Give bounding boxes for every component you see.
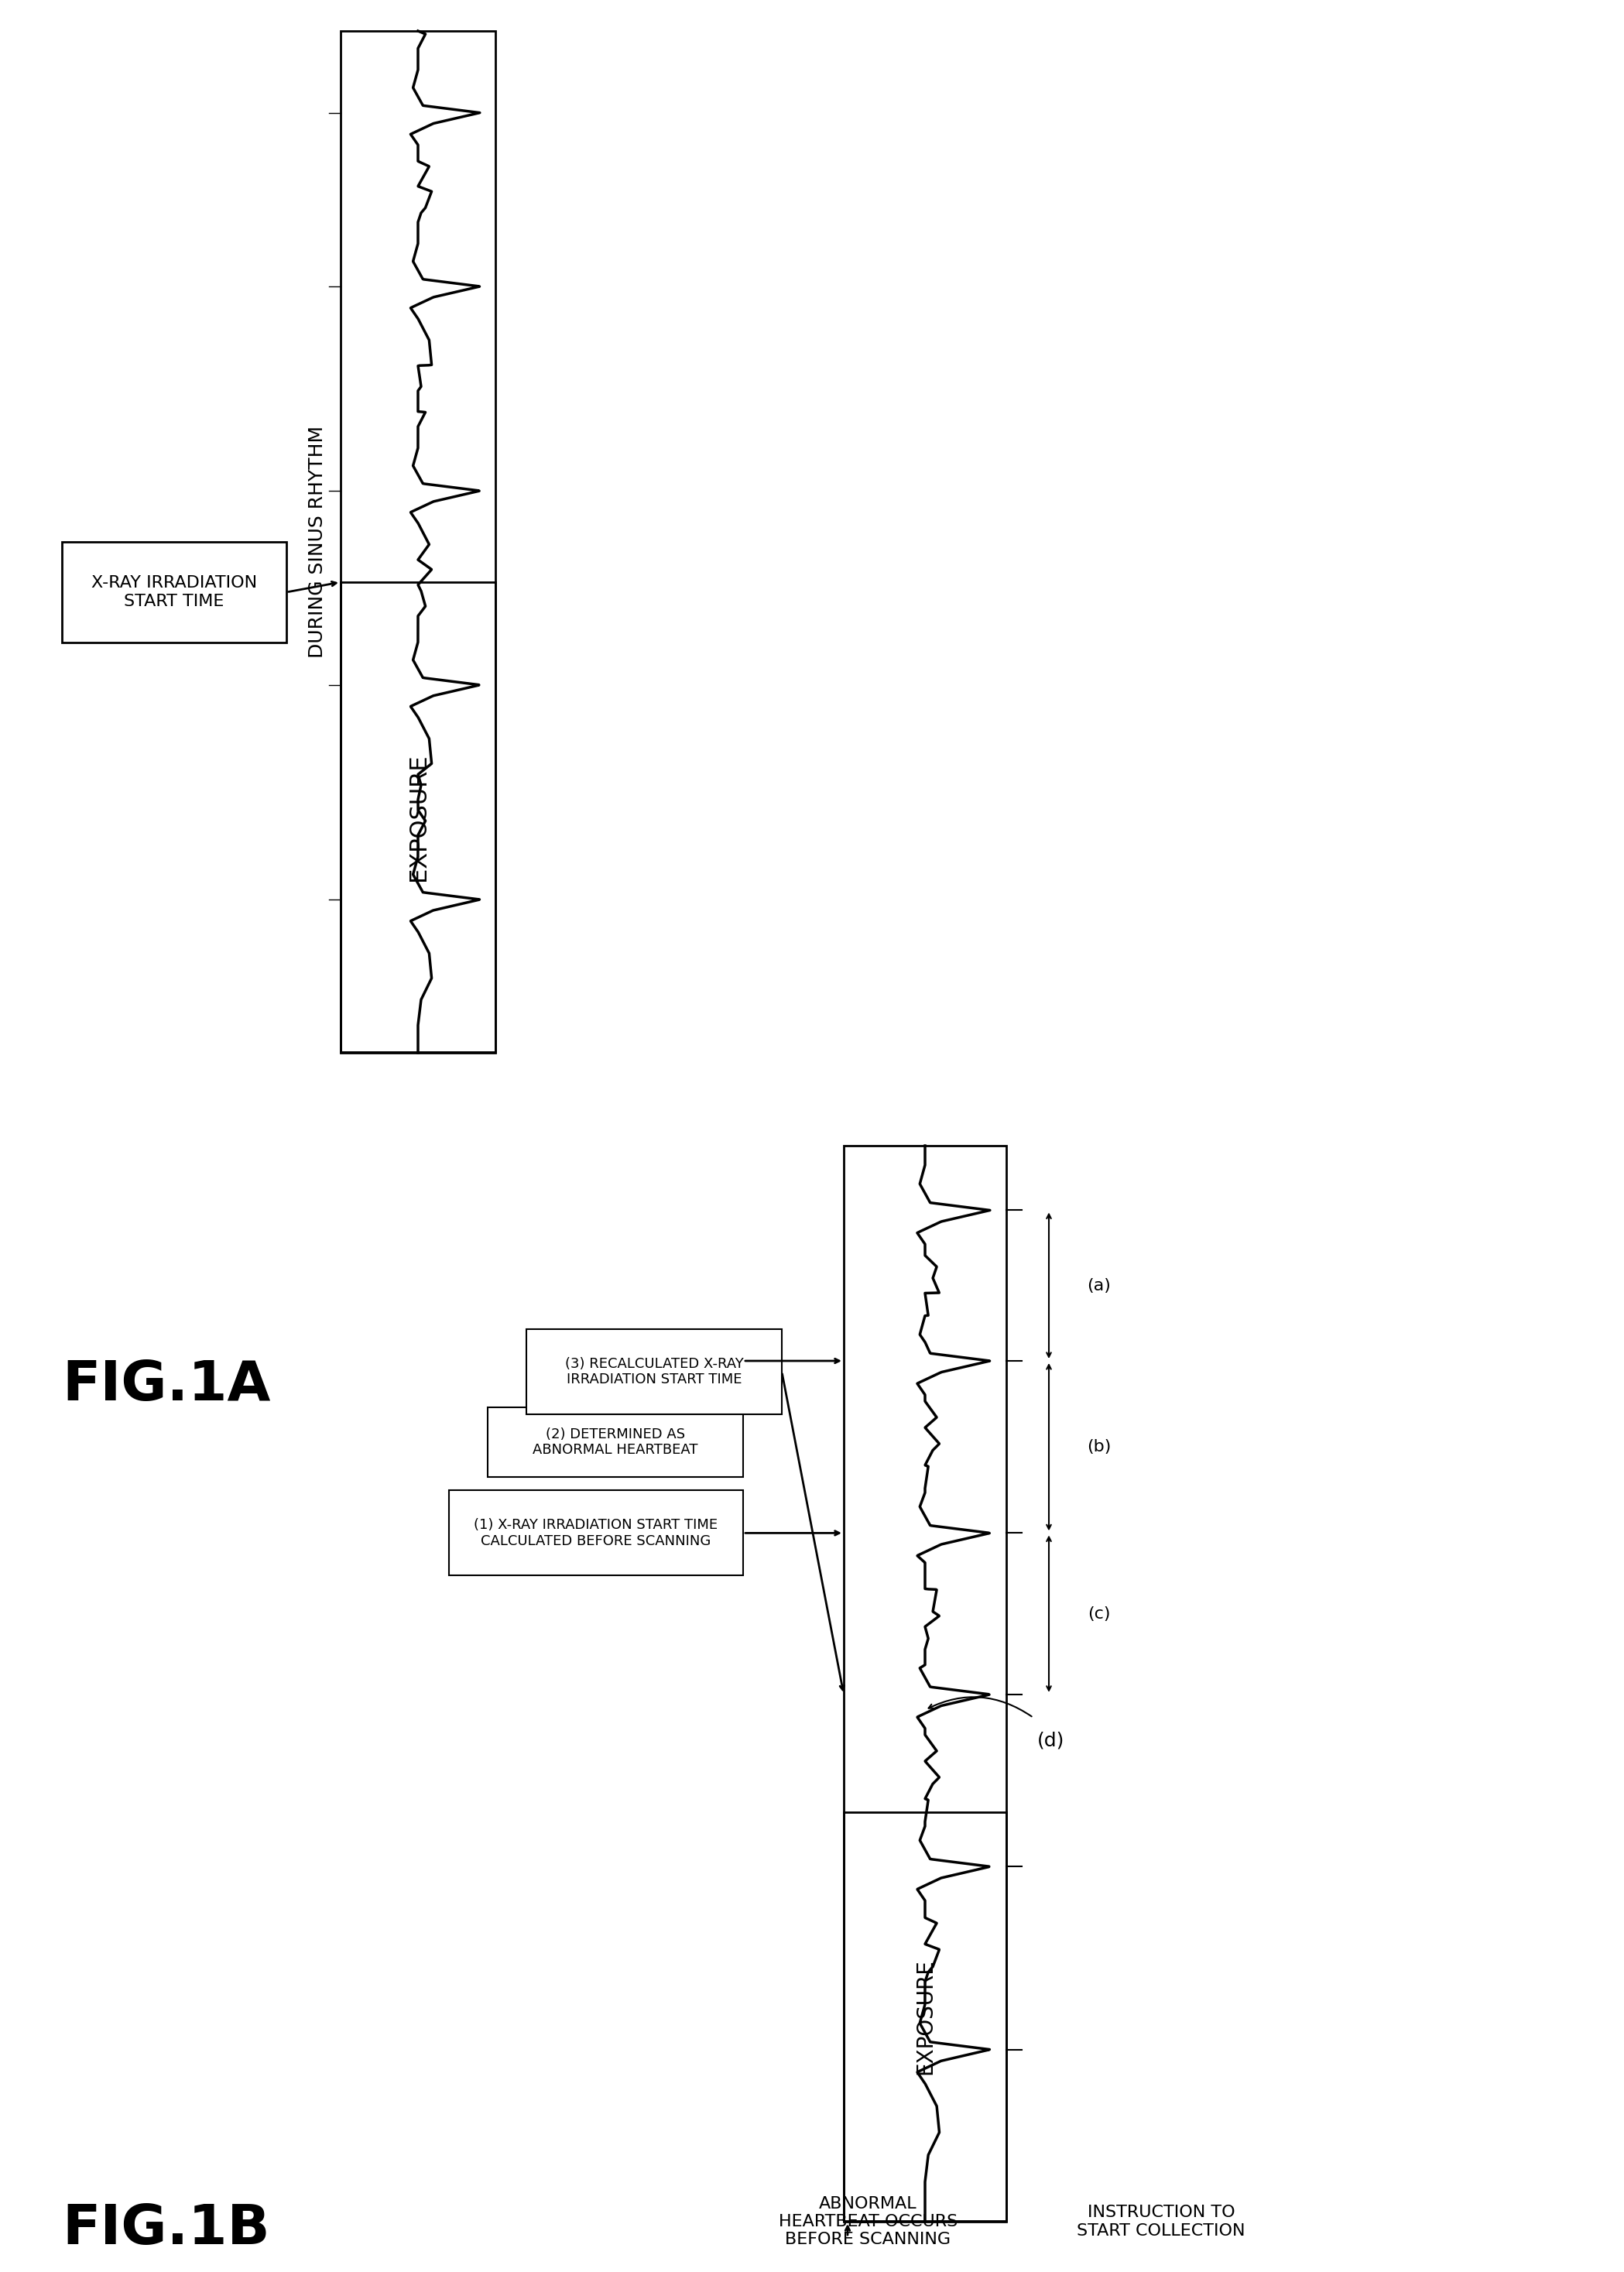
Bar [448,1490,744,1574]
Text: EXPOSURE: EXPOSURE [914,1958,935,2074]
Bar [487,1406,744,1477]
Text: FIG.1B: FIG.1B [62,2204,270,2256]
Text: X-RAY IRRADIATION
START TIME: X-RAY IRRADIATION START TIME [91,575,257,609]
Text: (b): (b) [1086,1438,1111,1454]
Bar [341,32,495,1052]
Text: (a): (a) [1086,1277,1111,1293]
Text: (3) RECALCULATED X-RAY
IRRADIATION START TIME: (3) RECALCULATED X-RAY IRRADIATION START… [565,1356,744,1386]
Text: (c): (c) [1088,1606,1111,1622]
Text: INSTRUCTION TO
START COLLECTION: INSTRUCTION TO START COLLECTION [1077,2204,1246,2238]
Text: FIG.1A: FIG.1A [62,1359,271,1413]
Bar [526,1329,781,1413]
Bar [844,1145,1007,2222]
Text: EXPOSURE: EXPOSURE [406,754,429,882]
Text: ABNORMAL
HEARTBEAT OCCURS
BEFORE SCANNING: ABNORMAL HEARTBEAT OCCURS BEFORE SCANNIN… [778,2197,958,2247]
Text: DURING SINUS RHYTHM: DURING SINUS RHYTHM [309,425,326,659]
Text: (1) X-RAY IRRADIATION START TIME
CALCULATED BEFORE SCANNING: (1) X-RAY IRRADIATION START TIME CALCULA… [474,1518,718,1547]
Text: (2) DETERMINED AS
ABNORMAL HEARTBEAT: (2) DETERMINED AS ABNORMAL HEARTBEAT [533,1427,698,1456]
Bar [341,582,495,1052]
Bar [844,1813,1007,2222]
Bar [62,543,286,643]
Text: (d): (d) [1038,1731,1065,1749]
